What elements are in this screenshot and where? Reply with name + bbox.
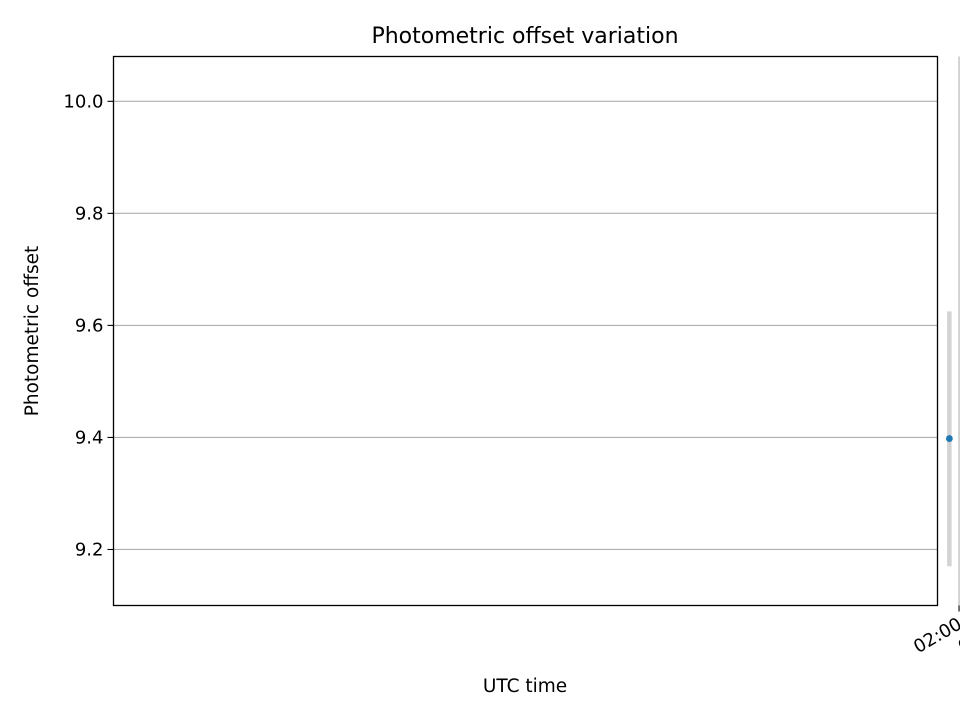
y-tick-label: 10.0 <box>63 91 103 112</box>
y-tick-label: 9.8 <box>75 203 104 224</box>
data-point <box>945 435 953 442</box>
x-axis-label: UTC time <box>483 676 567 697</box>
y-tick-label: 9.6 <box>75 315 104 336</box>
y-axis-label: Photometric offset <box>22 246 43 417</box>
data-points <box>945 435 953 442</box>
y-axis-ticks: 9.2 9.4 9.6 9.8 10.0 <box>63 91 114 560</box>
y-tick-label: 9.2 <box>75 539 104 560</box>
chart-title: Photometric offset variation <box>371 24 678 49</box>
y-tick-label: 9.4 <box>75 427 104 448</box>
grid <box>113 56 960 606</box>
plot-frame <box>112 55 939 607</box>
